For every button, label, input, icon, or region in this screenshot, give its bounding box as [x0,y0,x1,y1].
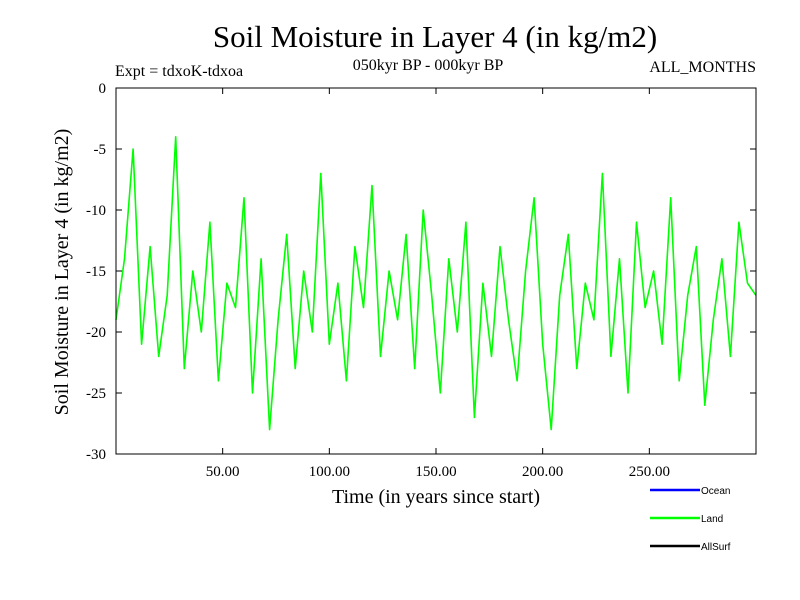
expt-label: Expt = tdxoK-tdxoa [115,63,243,80]
x-tick-label: 150.00 [415,464,456,480]
x-axis-ticks: 50.00 100.00 150.00 200.00 250.00 [206,88,670,480]
series-line-land [115,136,757,431]
period-label: 050kyr BP - 000kyr BP [353,57,504,74]
x-tick-label: 100.00 [309,464,350,480]
y-tick-label: -25 [86,386,106,402]
y-tick-label: 0 [99,81,107,97]
legend-label-ocean: Ocean [701,486,730,497]
y-tick-label: -30 [86,447,106,463]
months-label: ALL_MONTHS [649,59,756,76]
chart-title: Soil Moisture in Layer 4 (in kg/m2) [213,19,657,54]
x-tick-label: 200.00 [522,464,563,480]
x-axis-label: Time (in years since start) [332,486,540,508]
y-tick-label: -10 [86,203,106,219]
series-layer [115,136,757,431]
y-tick-label: -15 [86,264,106,280]
x-tick-label: 50.00 [206,464,240,480]
y-tick-label: -20 [86,325,106,341]
legend-label-land: Land [701,514,723,525]
x-tick-label: 250.00 [629,464,670,480]
legend-label-allsurf: AllSurf [701,542,731,553]
y-axis-ticks: 0 -5 -10 -15 -20 -25 -30 [86,81,756,463]
y-axis-label: Soil Moisture in Layer 4 (in kg/m2) [51,129,73,416]
y-tick-label: -5 [94,142,107,158]
legend: Ocean Land AllSurf [650,486,731,553]
